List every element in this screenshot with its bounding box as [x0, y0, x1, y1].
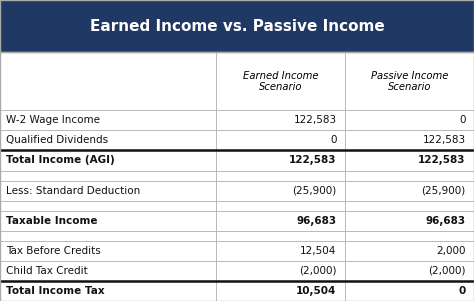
Bar	[345, 281, 474, 301]
Bar	[216, 181, 345, 201]
Text: 0: 0	[459, 115, 465, 125]
Bar	[0, 201, 216, 211]
Text: Taxable Income: Taxable Income	[6, 216, 98, 226]
Text: (25,900): (25,900)	[421, 186, 465, 196]
Text: Total Income (AGI): Total Income (AGI)	[6, 156, 115, 166]
Text: Less: Standard Deduction: Less: Standard Deduction	[6, 186, 140, 196]
Bar	[345, 261, 474, 281]
Text: Passive Income
Scenario: Passive Income Scenario	[371, 70, 448, 92]
Text: Child Tax Credit: Child Tax Credit	[6, 266, 88, 276]
Text: Earned Income vs. Passive Income: Earned Income vs. Passive Income	[90, 19, 384, 34]
Bar	[345, 201, 474, 211]
Text: 122,583: 122,583	[293, 115, 337, 125]
Bar	[345, 181, 474, 201]
Bar	[0, 281, 216, 301]
Text: 0: 0	[458, 286, 465, 296]
Text: (2,000): (2,000)	[428, 266, 465, 276]
Bar	[0, 241, 216, 261]
Text: 122,583: 122,583	[418, 156, 465, 166]
Bar	[0, 171, 216, 181]
Bar	[216, 241, 345, 261]
Bar	[216, 211, 345, 231]
Bar	[345, 130, 474, 150]
Bar	[0, 110, 216, 130]
Bar	[0, 130, 216, 150]
Text: 96,683: 96,683	[425, 216, 465, 226]
Text: 122,583: 122,583	[289, 156, 337, 166]
Text: (2,000): (2,000)	[299, 266, 337, 276]
Text: 0: 0	[330, 135, 337, 145]
Bar	[345, 52, 474, 110]
Bar	[216, 261, 345, 281]
Bar	[345, 150, 474, 171]
Text: W-2 Wage Income: W-2 Wage Income	[6, 115, 100, 125]
Bar	[0, 261, 216, 281]
Bar	[216, 150, 345, 171]
Bar	[0, 52, 216, 110]
Bar	[345, 171, 474, 181]
Bar	[0, 211, 216, 231]
Text: 96,683: 96,683	[296, 216, 337, 226]
Bar	[0, 150, 216, 171]
Bar	[0, 52, 474, 301]
Bar	[345, 231, 474, 241]
Bar	[0, 181, 216, 201]
Text: Earned Income
Scenario: Earned Income Scenario	[243, 70, 318, 92]
Bar	[345, 211, 474, 231]
Bar	[345, 241, 474, 261]
Bar	[216, 281, 345, 301]
Bar	[216, 110, 345, 130]
Text: 122,583: 122,583	[422, 135, 465, 145]
Text: Total Income Tax: Total Income Tax	[6, 286, 105, 296]
Text: (25,900): (25,900)	[292, 186, 337, 196]
Text: 2,000: 2,000	[436, 246, 465, 256]
Bar	[216, 130, 345, 150]
Bar	[216, 231, 345, 241]
Bar	[0, 0, 474, 52]
Bar	[216, 201, 345, 211]
Text: 10,504: 10,504	[296, 286, 337, 296]
Text: 12,504: 12,504	[300, 246, 337, 256]
Text: Tax Before Credits: Tax Before Credits	[6, 246, 101, 256]
Bar	[216, 52, 345, 110]
Text: Qualified Dividends: Qualified Dividends	[6, 135, 108, 145]
Bar	[216, 171, 345, 181]
Bar	[0, 0, 474, 52]
Bar	[345, 110, 474, 130]
Bar	[0, 231, 216, 241]
